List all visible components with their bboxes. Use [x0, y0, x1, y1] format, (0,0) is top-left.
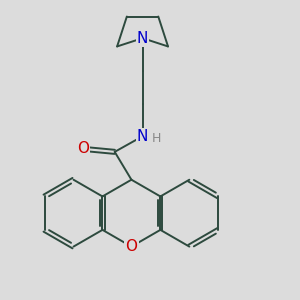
Text: H: H [152, 132, 161, 145]
Text: N: N [137, 129, 148, 144]
Text: O: O [125, 239, 137, 254]
Text: O: O [77, 141, 89, 156]
Text: N: N [137, 31, 148, 46]
